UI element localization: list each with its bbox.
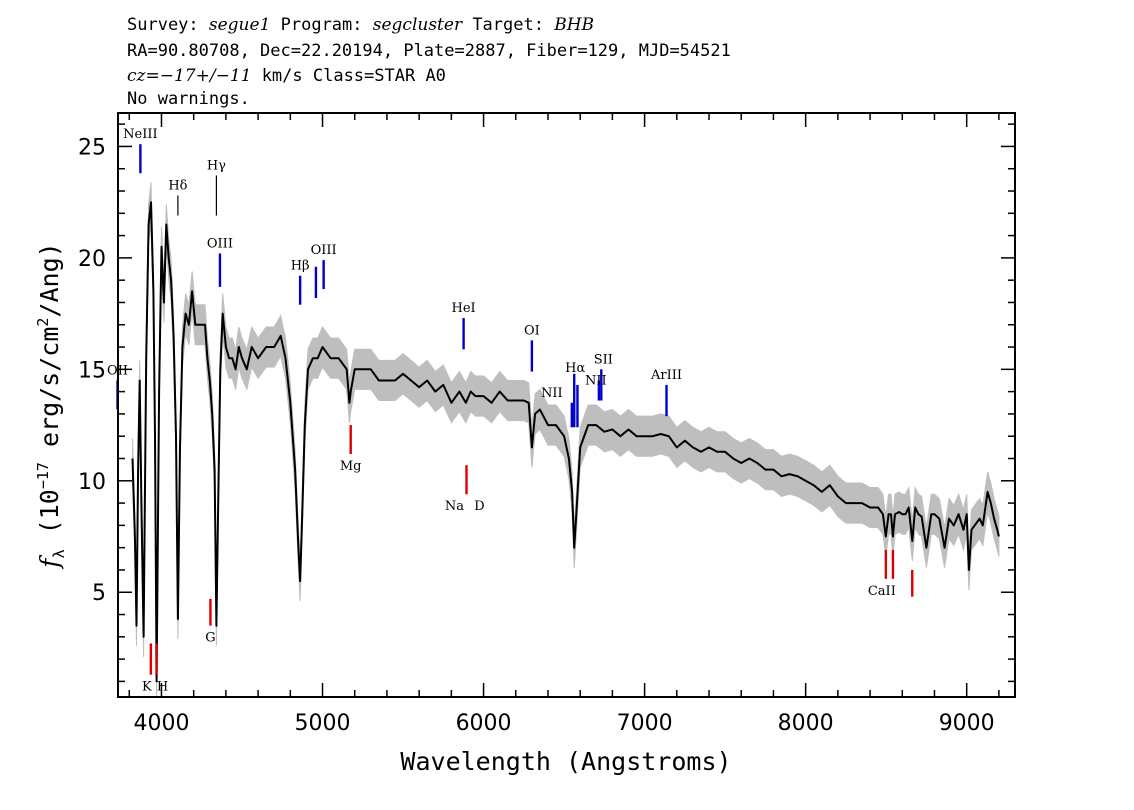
- y-tick-label: 5: [92, 581, 106, 606]
- line-label-H: H: [157, 680, 168, 695]
- line-label-K: K: [142, 680, 152, 695]
- y-tick-label: 25: [78, 135, 106, 160]
- line-label-G: G: [205, 631, 215, 646]
- line-label-HeI: HeI: [452, 301, 476, 316]
- line-label-NII: NII: [541, 386, 563, 401]
- y-tick-label: 20: [78, 247, 106, 272]
- header-line-3: cz=−17+/−11 km/s Class=STAR A0: [127, 66, 446, 86]
- svg-text:fλ (10−17 erg/s/cm2/Ang): fλ (10−17 erg/s/cm2/Ang): [34, 242, 68, 569]
- line-label-Hα: Hα: [565, 361, 585, 376]
- spectrum-line: [131, 201, 1000, 683]
- x-tick-label: 8000: [778, 711, 834, 736]
- x-tick-label: 7000: [617, 711, 673, 736]
- line-label-ArIII: ArIII: [650, 368, 682, 383]
- line-label-Na: Na: [445, 499, 464, 514]
- line-label-Hγ: Hγ: [207, 158, 226, 173]
- x-tick-label: 4000: [133, 711, 189, 736]
- header-line-2: RA=90.80708, Dec=22.20194, Plate=2887, F…: [127, 41, 731, 61]
- line-label-D: D: [474, 499, 484, 514]
- line-label-NeIII: NeIII: [123, 127, 157, 142]
- x-tick-label: 5000: [295, 711, 351, 736]
- line-label-CaII: CaII: [868, 584, 896, 599]
- x-axis-label: Wavelength (Angstroms): [400, 747, 731, 776]
- line-label-SII: SII: [594, 352, 613, 367]
- line-label-OIII: OIII: [311, 243, 337, 258]
- line-label-Mg: Mg: [340, 459, 362, 474]
- line-label-OI: OI: [524, 323, 540, 338]
- header-line-4: No warnings.: [127, 89, 250, 109]
- x-tick-label: 9000: [939, 711, 995, 736]
- plot-frame: [117, 112, 1016, 698]
- line-label-Hβ: Hβ: [291, 259, 310, 274]
- line-label-Hδ: Hδ: [168, 178, 187, 193]
- y-tick-label: 10: [78, 470, 106, 495]
- x-tick-label: 6000: [456, 711, 512, 736]
- y-axis-label: fλ (10−17 erg/s/cm2/Ang): [34, 242, 68, 569]
- spectrum-series: [131, 201, 1000, 683]
- line-label-NII: NII: [585, 373, 607, 388]
- line-label-OIII: OIII: [207, 236, 233, 251]
- header-line-1: Survey: segue1 Program: segcluster Targe…: [127, 15, 594, 35]
- y-tick-label: 15: [78, 358, 106, 383]
- axis-ticks: 4000 5000 6000 7000 8000 9000 5 10 15 20 25: [78, 113, 1015, 736]
